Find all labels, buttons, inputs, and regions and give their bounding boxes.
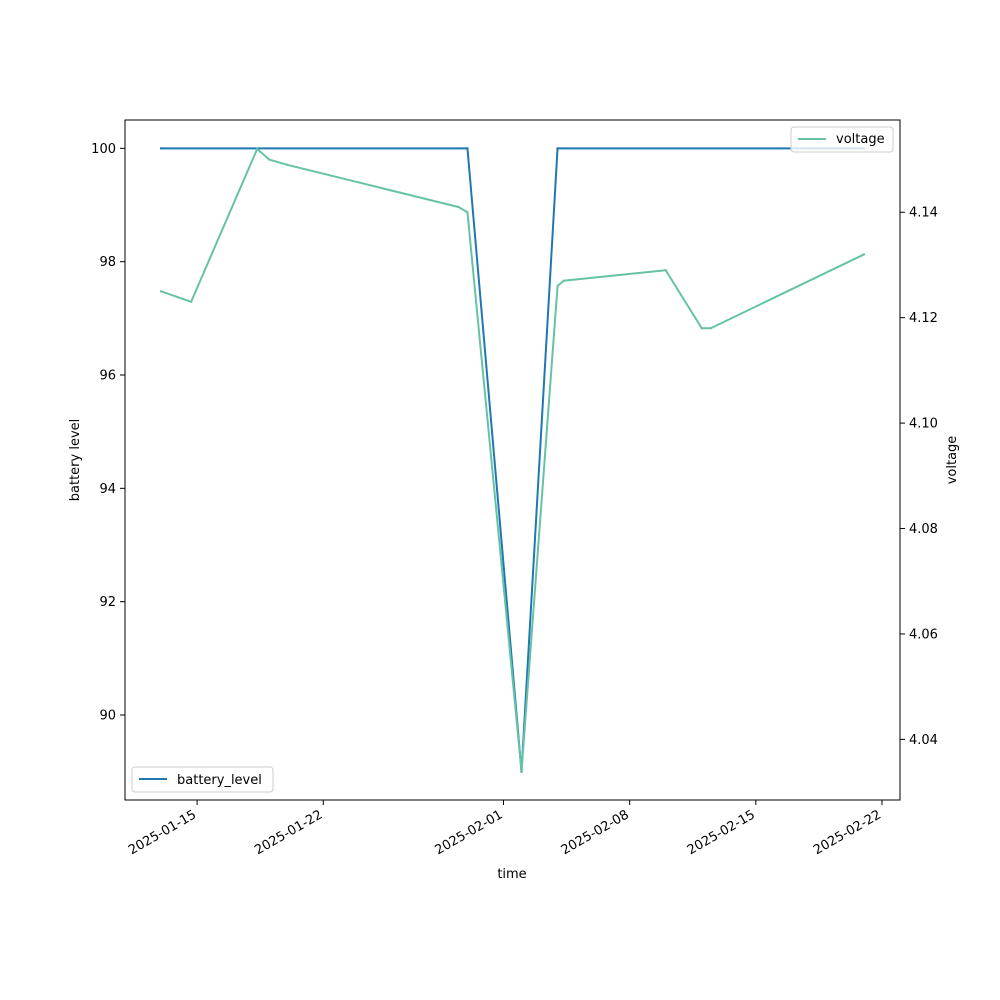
legend-battery-level-label: battery_level bbox=[177, 773, 262, 788]
legend-battery-level-box bbox=[131, 766, 274, 793]
left-y-tick-label: 100 bbox=[91, 142, 116, 157]
data-point-voltage bbox=[520, 769, 523, 773]
legend-voltage-box bbox=[790, 126, 894, 153]
right-y-tick-label: 4.10 bbox=[909, 417, 938, 432]
left-y-axis-ticks: 90 92 94 96 98 100 bbox=[91, 142, 125, 724]
data-point-voltage bbox=[862, 253, 866, 256]
legend-battery-level: battery_level bbox=[131, 766, 274, 793]
data-point-voltage bbox=[709, 327, 712, 330]
right-y-tick-label: 4.14 bbox=[909, 206, 938, 221]
right-y-tick-label: 4.06 bbox=[909, 627, 938, 642]
data-point-battery-level bbox=[466, 147, 469, 150]
data-point-voltage bbox=[255, 147, 259, 151]
left-y-axis-label: battery level bbox=[68, 419, 83, 502]
data-point-voltage bbox=[189, 300, 193, 304]
plot-area bbox=[125, 120, 900, 800]
data-point-battery-level bbox=[159, 147, 163, 150]
legend-voltage: voltage bbox=[790, 126, 894, 153]
data-point-voltage bbox=[159, 290, 163, 293]
right-y-tick-label: 4.08 bbox=[909, 522, 938, 537]
data-point-battery-level bbox=[556, 147, 559, 150]
legend-voltage-label: voltage bbox=[836, 132, 885, 147]
series-line-voltage bbox=[160, 147, 865, 773]
left-y-tick-label: 96 bbox=[99, 369, 116, 384]
data-point-voltage bbox=[664, 269, 667, 272]
data-point-voltage bbox=[562, 279, 565, 282]
right-y-axis-ticks: 4.04 4.06 4.08 4.10 4.12 4.14 bbox=[900, 206, 938, 748]
left-y-tick-label: 94 bbox=[99, 482, 116, 497]
left-y-tick-label: 90 bbox=[99, 709, 116, 724]
left-y-tick-label: 92 bbox=[99, 595, 116, 610]
right-y-axis-label: voltage bbox=[945, 436, 960, 485]
data-point-voltage bbox=[556, 284, 559, 288]
data-point-voltage bbox=[466, 211, 469, 214]
plot-frame bbox=[124, 119, 901, 801]
right-y-tick-label: 4.04 bbox=[909, 733, 938, 748]
right-y-tick-label: 4.12 bbox=[909, 311, 938, 326]
data-point-voltage bbox=[286, 163, 289, 167]
left-y-tick-label: 98 bbox=[99, 255, 116, 270]
data-point-voltage bbox=[267, 158, 271, 161]
x-axis-label: time bbox=[497, 867, 526, 882]
data-point-voltage bbox=[457, 205, 460, 209]
data-point-voltage bbox=[700, 327, 703, 330]
